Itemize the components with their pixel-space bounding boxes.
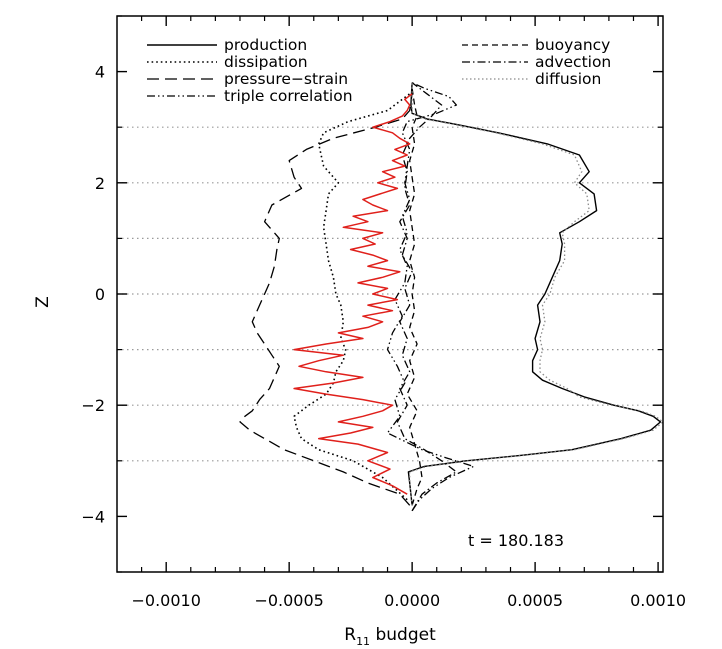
legend: productiondissipationpressure−straintrip… (147, 36, 611, 105)
legend-label-left-3: triple correlation (224, 87, 353, 105)
y-tick-label-1: −2 (81, 396, 105, 415)
y-tick-label-2: 0 (95, 285, 105, 304)
y-axis-title: Z (33, 296, 53, 308)
series-line-production (407, 82, 662, 506)
y-tick-label-3: 2 (95, 174, 105, 193)
legend-label-right-2: diffusion (535, 70, 601, 88)
time-annotation: t = 180.183 (468, 531, 564, 550)
x-tick-label-0: −0.0010 (131, 591, 200, 610)
legend-label-left-1: dissipation (224, 53, 308, 71)
y-tick-label-4: 4 (95, 63, 105, 82)
x-axis-title-subscript: 11 (356, 635, 370, 648)
y-tick-label-0: −4 (81, 507, 105, 526)
x-tick-label-3: 0.0005 (507, 591, 563, 610)
series-line-diffusion (409, 82, 664, 506)
x-axis-title: R11 budget (344, 625, 436, 648)
series-line-advection (396, 82, 458, 512)
x-tick-label-1: −0.0005 (254, 591, 323, 610)
series-line-red-curve (293, 93, 413, 495)
legend-label-left-0: production (224, 36, 307, 54)
legend-label-right-0: buoyancy (535, 36, 610, 54)
axes-layer: −0.0010 −0.0005 0.0000 0.0005 0.0010 −4 −2 0 2 4 (81, 15, 686, 610)
reference-lines (117, 126, 663, 462)
legend-label-right-1: advection (535, 53, 611, 71)
x-tick-label-2: 0.0000 (384, 591, 440, 610)
series-line-dissipation (293, 93, 411, 501)
legend-label-left-2: pressure−strain (224, 70, 348, 88)
x-axis-title-main: R (344, 625, 356, 645)
series-line-pressure-strain (239, 93, 413, 506)
series-line-buoyancy (406, 88, 423, 506)
x-axis-title-suffix: budget (370, 625, 436, 645)
series-layer (239, 82, 664, 512)
x-tick-label-4: 0.0010 (630, 591, 686, 610)
series-line-triple-correlation (386, 82, 475, 512)
